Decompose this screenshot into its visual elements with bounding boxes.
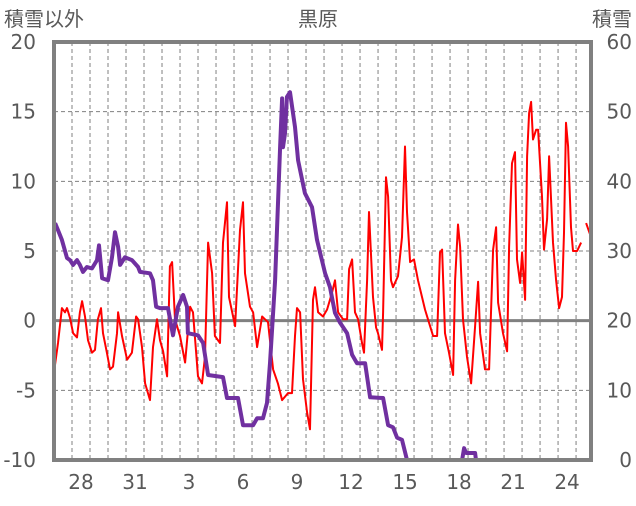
x-tick-label: 9 (291, 470, 304, 494)
plot-border (52, 40, 593, 462)
left-tick-label: 15 (11, 100, 36, 124)
snow-depth-line (53, 90, 591, 462)
x-tick-label: 6 (237, 470, 250, 494)
series-lines (53, 90, 592, 462)
right-axis-title: 積雪 (592, 7, 632, 31)
gridlines (54, 42, 591, 460)
x-tick-label: 24 (554, 470, 579, 494)
chart-title: 黒原 (298, 7, 338, 31)
x-tick-label: 15 (392, 470, 417, 494)
left-tick-label: 10 (11, 169, 36, 193)
left-tick-label: 5 (23, 239, 36, 263)
right-tick-label: 40 (607, 169, 632, 193)
x-tick-label: 21 (500, 470, 525, 494)
right-tick-label: 20 (607, 309, 632, 333)
right-tick-label: 30 (607, 239, 632, 263)
left-tick-label: -5 (16, 378, 36, 402)
left-tick-label: 20 (11, 30, 36, 54)
right-tick-label: 60 (607, 30, 632, 54)
x-tick-label: 12 (338, 470, 363, 494)
right-tick-label: 50 (607, 100, 632, 124)
x-tick-label: 18 (446, 470, 471, 494)
x-tick-label: 31 (122, 470, 147, 494)
x-tick-label: 28 (68, 470, 93, 494)
left-tick-label: -10 (3, 448, 36, 472)
left-tick-label: 0 (23, 309, 36, 333)
right-tick-label: 0 (619, 448, 632, 472)
right-tick-label: 10 (607, 378, 632, 402)
x-tick-label: 3 (183, 470, 196, 494)
left-axis-title: 積雪以外 (4, 7, 84, 31)
